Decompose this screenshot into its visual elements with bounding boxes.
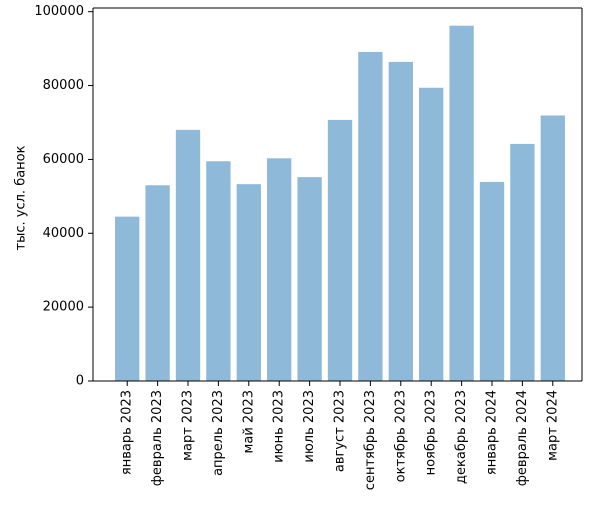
bar: [358, 51, 383, 381]
bar: [236, 184, 261, 381]
x-tick-label: май 2023: [241, 390, 256, 453]
y-tick-label: 20000: [43, 300, 84, 315]
bar: [267, 158, 292, 381]
y-ticks-layer: 0 20000 40000 60000 80000 100000: [34, 4, 93, 389]
bar: [115, 216, 140, 381]
y-axis-title: тыс. усл. банок: [14, 145, 29, 250]
y-tick-label: 80000: [43, 78, 84, 93]
x-tick-label: февраль 2023: [150, 390, 165, 486]
axes-layer: [92, 7, 583, 382]
x-tick-label: февраль 2024: [515, 390, 530, 486]
y-tick-label: 0: [76, 374, 84, 389]
y-tick-label: 60000: [43, 152, 84, 167]
x-tick-label: октябрь 2023: [393, 390, 408, 482]
bar: [449, 25, 474, 381]
x-tick-label: сентябрь 2023: [363, 390, 378, 490]
bar: [145, 185, 170, 381]
x-tick-label: июль 2023: [302, 390, 317, 463]
x-tick-label: декабрь 2023: [454, 390, 469, 484]
bar: [510, 143, 535, 381]
x-tick-label: июнь 2023: [272, 390, 287, 463]
bar: [327, 119, 353, 382]
y-tick-label: 40000: [43, 226, 84, 241]
bar: [540, 115, 565, 381]
x-tick-label: январь 2023: [120, 390, 135, 475]
x-ticks-layer: январь 2023 февраль 2023 март 2023 апрель 2…: [120, 381, 560, 490]
bars-layer: [115, 25, 565, 382]
x-tick-label: март 2023: [181, 390, 196, 461]
x-tick-label: апрель 2023: [211, 390, 226, 476]
bar: [479, 181, 505, 381]
x-tick-label: март 2024: [545, 390, 560, 461]
bar: [175, 129, 201, 381]
x-tick-label: январь 2024: [485, 390, 500, 475]
bar: [206, 161, 231, 381]
bar: [419, 87, 444, 382]
x-tick-label: август 2023: [333, 390, 348, 472]
bar: [297, 177, 322, 381]
x-tick-label: ноябрь 2023: [424, 390, 439, 475]
y-tick-label: 100000: [34, 4, 84, 19]
bar: [388, 61, 413, 382]
